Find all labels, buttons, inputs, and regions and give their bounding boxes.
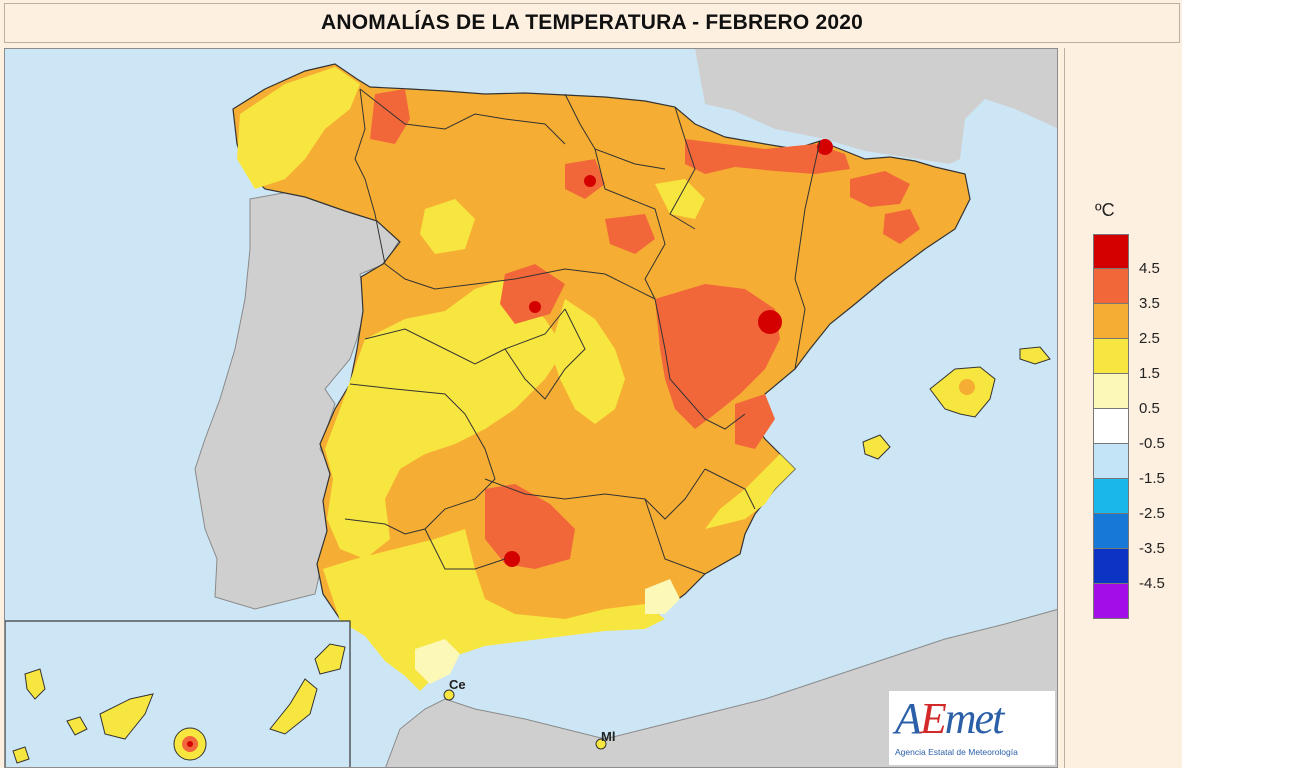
anomaly-zone-darkred bbox=[584, 175, 596, 187]
legend-tick-label: 3.5 bbox=[1139, 295, 1160, 312]
canary-island bbox=[269, 678, 318, 735]
canary-island bbox=[314, 643, 346, 675]
melilla-marker bbox=[595, 738, 607, 750]
legend-panel: ºC 4.5 3.5 2.5 1.5 0.5 -0.5 -1.5 -2.5 -3.5 -4.5 bbox=[1064, 48, 1182, 768]
legend-swatch bbox=[1093, 234, 1129, 269]
anomaly-zone-redorange bbox=[485, 484, 575, 569]
legend-swatch bbox=[1093, 374, 1129, 409]
iberia-map bbox=[5, 49, 1057, 767]
aemet-logo-subtitle: Agencia Estatal de Meteorología bbox=[895, 747, 1018, 757]
anomaly-zone-yellow bbox=[420, 199, 475, 254]
map-panel: Ce Ml AEmet Agencia Estatal de Meteorolo… bbox=[4, 48, 1058, 768]
region-borders bbox=[344, 88, 821, 575]
map-figure: ANOMALÍAS DE LA TEMPERATURA - FEBRERO 20… bbox=[0, 0, 1182, 768]
canary-island bbox=[24, 668, 46, 700]
balearic-menorca bbox=[1019, 346, 1051, 365]
legend-swatch bbox=[1093, 549, 1129, 584]
canary-island bbox=[66, 716, 88, 736]
anomaly-zone-yellow bbox=[705, 454, 795, 529]
canary-island bbox=[99, 693, 154, 740]
legend-swatch bbox=[1093, 339, 1129, 374]
anomaly-zone-redorange bbox=[850, 171, 910, 207]
legend-swatch bbox=[1093, 514, 1129, 549]
aemet-logo: AEmet Agencia Estatal de Meteorología bbox=[889, 691, 1055, 765]
anomaly-zone-redorange bbox=[735, 394, 775, 449]
title-bar: ANOMALÍAS DE LA TEMPERATURA - FEBRERO 20… bbox=[4, 3, 1180, 43]
map-title: ANOMALÍAS DE LA TEMPERATURA - FEBRERO 20… bbox=[321, 11, 863, 34]
legend-swatch bbox=[1093, 584, 1129, 619]
melilla-label: Ml bbox=[601, 729, 616, 744]
anomaly-zone-darkred bbox=[758, 310, 782, 334]
balearic-ibiza bbox=[862, 434, 891, 460]
legend-swatch bbox=[1093, 304, 1129, 339]
canary-island-hot bbox=[187, 741, 193, 747]
legend-tick-label: -4.5 bbox=[1139, 575, 1165, 592]
anomaly-zone-darkred bbox=[504, 551, 520, 567]
anomaly-zone-redorange bbox=[370, 89, 410, 144]
anomaly-zone-yellow bbox=[655, 179, 705, 219]
anomaly-zone-pale bbox=[645, 579, 680, 614]
anomaly-zone-pale bbox=[415, 639, 460, 684]
legend-tick-label: -3.5 bbox=[1139, 540, 1165, 557]
legend-swatch bbox=[1093, 444, 1129, 479]
legend-swatch bbox=[1093, 479, 1129, 514]
legend-tick-label: 0.5 bbox=[1139, 400, 1160, 417]
anomaly-zone-yellow bbox=[323, 529, 665, 691]
anomaly-zone-darkred bbox=[817, 139, 833, 155]
legend-tick-label: 1.5 bbox=[1139, 365, 1160, 382]
canary-island bbox=[12, 746, 30, 764]
legend-tick-label: 2.5 bbox=[1139, 330, 1160, 347]
aemet-logo-word: AEmet bbox=[895, 694, 1004, 743]
legend-tick-label: -1.5 bbox=[1139, 470, 1165, 487]
legend-swatch bbox=[1093, 269, 1129, 304]
anomaly-zone-redorange bbox=[883, 209, 920, 244]
anomaly-zone-redorange bbox=[685, 139, 850, 174]
ceuta-label: Ce bbox=[449, 677, 466, 692]
legend-color-bar bbox=[1093, 234, 1129, 619]
legend-tick-label: -2.5 bbox=[1139, 505, 1165, 522]
anomaly-zone-yellow bbox=[550, 299, 625, 424]
legend-swatch bbox=[1093, 409, 1129, 444]
legend-tick-label: 4.5 bbox=[1139, 260, 1160, 277]
legend-unit: ºC bbox=[1095, 200, 1115, 220]
legend-tick-label: -0.5 bbox=[1139, 435, 1165, 452]
anomaly-zone-redorange bbox=[655, 284, 780, 429]
anomaly-zone-darkred bbox=[529, 301, 541, 313]
anomaly-zone-yellow bbox=[237, 67, 360, 189]
ceuta-marker bbox=[443, 689, 455, 701]
anomaly-zone-redorange bbox=[605, 214, 655, 254]
france-land bbox=[695, 49, 1057, 164]
balearic-mallorca-hot bbox=[959, 379, 975, 395]
